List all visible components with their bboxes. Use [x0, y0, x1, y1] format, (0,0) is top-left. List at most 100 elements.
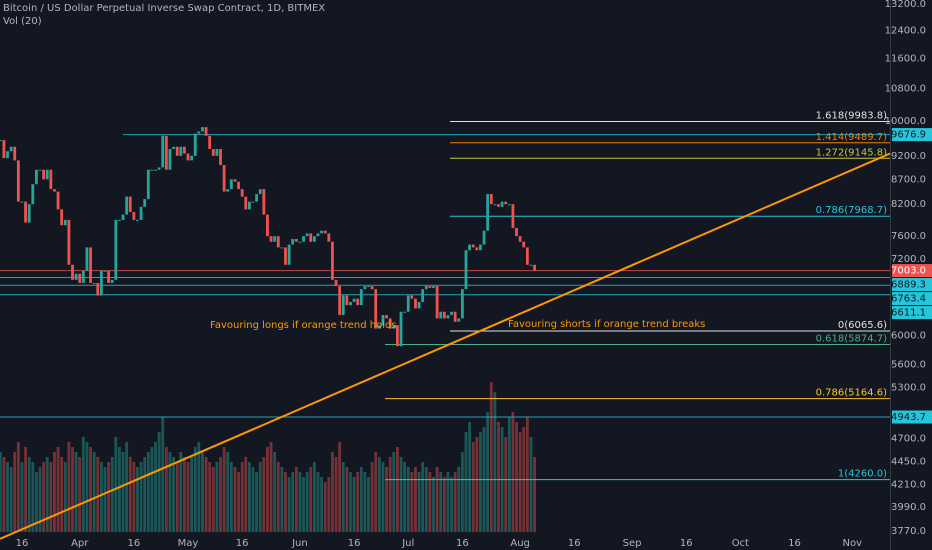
candle [446, 315, 450, 319]
candle [500, 201, 504, 207]
candle [294, 238, 298, 242]
volume-bar [525, 417, 529, 532]
candle [341, 295, 345, 316]
y-tick-label: 10800.0 [885, 83, 926, 94]
volume-bar [442, 477, 446, 532]
volume-bar [320, 477, 323, 532]
candle [211, 149, 215, 156]
x-tick-label: Jun [291, 538, 308, 549]
candle [96, 282, 100, 296]
candle [392, 325, 396, 329]
volume-bar [92, 452, 96, 532]
candle [468, 244, 471, 251]
candle [435, 286, 439, 319]
volume-bar [309, 467, 313, 532]
candle [161, 135, 165, 168]
candle [511, 204, 515, 228]
candle [16, 160, 20, 202]
candle [374, 289, 378, 329]
y-tick-label: 4210.0 [891, 480, 926, 491]
y-tick-label: 13200.0 [885, 0, 926, 10]
volume-bar [71, 447, 74, 532]
volume-bar [132, 462, 136, 532]
candle [110, 279, 114, 283]
fib-label: 0.618(5874.7) [816, 333, 888, 344]
volume-bar [439, 472, 443, 532]
candle [89, 247, 92, 283]
volume-bar [190, 457, 194, 532]
volume-bar [125, 442, 129, 532]
candle [266, 214, 269, 237]
volume-bar [457, 467, 461, 532]
volume-bar [143, 457, 147, 532]
candle [128, 196, 132, 212]
candle [139, 206, 143, 220]
volume-bar [172, 457, 175, 532]
volume-bar [399, 457, 403, 532]
candle [251, 201, 255, 203]
candle [154, 169, 157, 171]
candle [273, 236, 277, 242]
candle [237, 181, 240, 190]
fib-label: 1.414(9489.7) [816, 132, 888, 143]
candle [349, 301, 352, 306]
annotation: Favouring longs if orange trend holds [210, 320, 397, 331]
volume-bar [0, 452, 2, 532]
y-tick-label: 9200.0 [891, 151, 926, 162]
candle [403, 311, 407, 313]
candle [291, 238, 295, 245]
volume-bar [367, 477, 370, 532]
candle [118, 219, 121, 221]
candle [421, 289, 425, 302]
price-label: 6763.4 [891, 294, 926, 305]
volume-bar [38, 467, 42, 532]
volume-bar [183, 457, 186, 532]
volume-bar [352, 477, 356, 532]
volume-bar [255, 472, 259, 532]
volume-bar [240, 462, 244, 532]
candle [432, 286, 435, 288]
candle [323, 230, 327, 234]
volume-bar [291, 472, 295, 532]
candle [302, 236, 305, 242]
fib-label: 1.272(9145.8) [816, 147, 888, 158]
candle [370, 286, 374, 290]
volume-bar [161, 417, 165, 532]
volume-bar [204, 457, 208, 532]
candle [74, 273, 78, 280]
candle [233, 179, 237, 182]
x-tick-label: Nov [842, 538, 862, 549]
candle [489, 194, 493, 205]
volume-bar [139, 462, 143, 532]
candle [497, 204, 500, 207]
y-tick-label: 7600.0 [891, 231, 926, 242]
volume-bar [99, 462, 103, 532]
candle [103, 270, 107, 272]
candle [287, 244, 291, 265]
candle [9, 146, 13, 152]
candle [125, 196, 129, 215]
volume-bar [222, 447, 226, 532]
price-label: 6889.3 [891, 280, 926, 291]
volume-bar [186, 462, 190, 532]
candle [13, 146, 17, 161]
volume-bar [2, 457, 6, 532]
volume-bar [396, 447, 399, 532]
annotation: Favouring shorts if orange trend breaks [508, 319, 705, 330]
volume-bar [258, 462, 262, 532]
volume-bar [327, 477, 331, 532]
candle [244, 196, 248, 210]
candle [399, 311, 403, 347]
y-tick-label: 12400.0 [885, 25, 926, 36]
volume-bar [168, 452, 172, 532]
volume-bar [121, 452, 125, 532]
volume-bar [298, 472, 302, 532]
volume-bar [154, 442, 157, 532]
candle [56, 191, 60, 210]
volume-bar [511, 412, 515, 532]
volume-bar [323, 482, 327, 532]
candle [6, 151, 9, 159]
y-tick-label: 5300.0 [891, 383, 926, 394]
volume-bar [146, 452, 150, 532]
volume-bar [53, 452, 56, 532]
